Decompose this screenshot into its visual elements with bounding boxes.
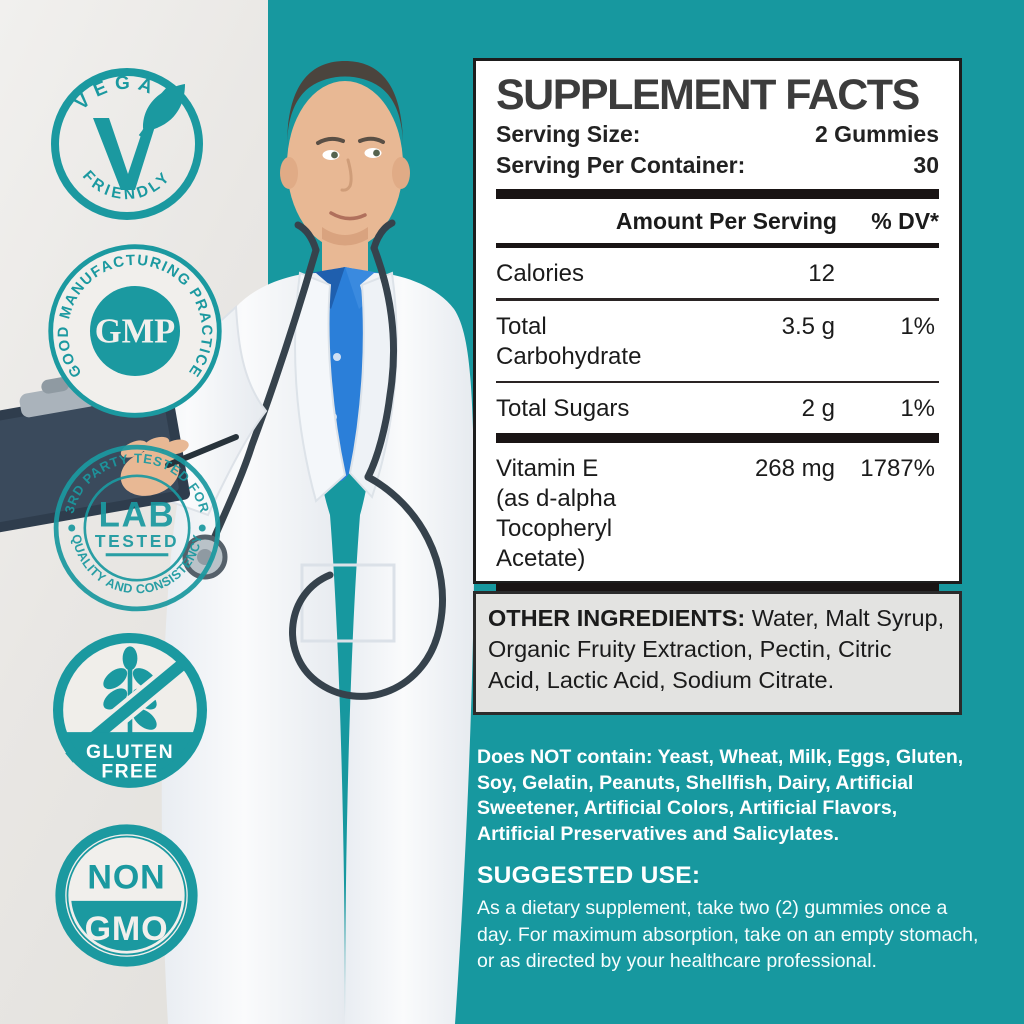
does-not-contain-label: Does NOT contain: <box>477 746 653 768</box>
row-name: Total Carbohydrate <box>496 312 642 370</box>
gluten-free-badge-icon: GLUTEN FREE <box>52 632 208 788</box>
gluten-free-line1: GLUTEN <box>86 741 174 763</box>
row-amount: 268 mg <box>754 455 835 482</box>
row-dv: 1% <box>900 312 935 340</box>
vegan-friendly-badge-icon: VEGAN FRIENDLY <box>51 68 203 220</box>
doctor-photo <box>0 61 475 1024</box>
non-gmo-badge-icon: NON GMO <box>55 824 198 967</box>
row-name: Vitamin E <box>496 455 599 482</box>
non-gmo-line2: GMO <box>85 910 169 948</box>
column-header-row: Amount Per Serving % DV* <box>496 199 939 243</box>
servings-per-container-value: 30 <box>913 152 939 178</box>
lab-tested-badge-icon: 3RD PARTY TESTED FOR QUALITY AND CONSIST… <box>53 444 221 612</box>
row-amount: 2 g <box>801 395 835 422</box>
lab-center-line2: TESTED <box>95 531 179 551</box>
gluten-free-line2: FREE <box>101 760 158 782</box>
row-subname: (as d-alpha Tocopheryl Acetate) <box>496 485 617 572</box>
thick-divider <box>496 189 939 199</box>
row-name: Calories <box>496 260 585 287</box>
stethoscope <box>208 219 447 700</box>
gmp-badge-icon: GOOD MANUFACTURING PRACTICE GMP <box>48 244 222 418</box>
teal-text-section: Does NOT contain: Yeast, Wheat, Milk, Eg… <box>477 745 979 975</box>
serving-size-row: Serving Size: 2 Gummies <box>496 119 939 150</box>
amount-per-serving-header: Amount Per Serving <box>615 208 837 234</box>
table-row-vitamin-e: Vitamin E (as d-alpha Tocopheryl Acetate… <box>496 443 939 583</box>
medium-divider <box>496 243 939 248</box>
thin-divider <box>496 298 939 301</box>
does-not-contain-text: Yeast, Wheat, Milk, Eggs, Gluten, Soy, G… <box>477 746 964 845</box>
row-dv: 1787% <box>860 455 935 482</box>
thick-divider <box>496 583 939 593</box>
row-amount: 12 <box>808 260 835 287</box>
thin-divider <box>496 380 939 383</box>
table-row-carbohydrate: Total Carbohydrate 3.5 g 1% <box>496 301 939 381</box>
gmp-center-text: GMP <box>95 312 175 350</box>
row-amount: 3.5 g <box>781 312 835 340</box>
dv-header: % DV* <box>871 208 939 234</box>
suggested-use-body: As a dietary supplement, take two (2) gu… <box>477 897 979 972</box>
serving-size-value: 2 Gummies <box>815 121 939 147</box>
suggested-use-title: SUGGESTED USE: <box>477 862 701 889</box>
supplement-facts-panel: SUPPLEMENT FACTS Serving Size: 2 Gummies… <box>473 58 962 681</box>
row-dv: 1% <box>900 395 935 422</box>
serving-size-label: Serving Size: <box>496 121 641 147</box>
servings-per-container-label: Serving Per Container: <box>496 152 746 178</box>
other-ingredients-text: Water, Malt Syrup, Organic Fruity Extrac… <box>488 605 945 693</box>
lab-center-line1: LAB <box>99 495 176 534</box>
head <box>280 61 410 271</box>
table-row-sugars: Total Sugars 2 g 1% <box>496 383 939 433</box>
non-gmo-bowl <box>71 900 182 951</box>
clipboard <box>0 377 191 540</box>
does-not-contain-paragraph: Does NOT contain: Yeast, Wheat, Milk, Eg… <box>477 745 979 847</box>
other-ingredients-box: OTHER INGREDIENTS: Water, Malt Syrup, Or… <box>473 591 962 715</box>
non-gmo-line1: NON <box>87 858 165 896</box>
row-name: Total Sugars <box>496 395 630 422</box>
table-row-calories: Calories 12 <box>496 248 939 298</box>
other-ingredients-label: OTHER INGREDIENTS: <box>488 605 746 631</box>
panel-title: SUPPLEMENT FACTS <box>496 71 920 119</box>
thick-divider <box>496 433 939 443</box>
servings-per-container-row: Serving Per Container: 30 <box>496 150 939 181</box>
